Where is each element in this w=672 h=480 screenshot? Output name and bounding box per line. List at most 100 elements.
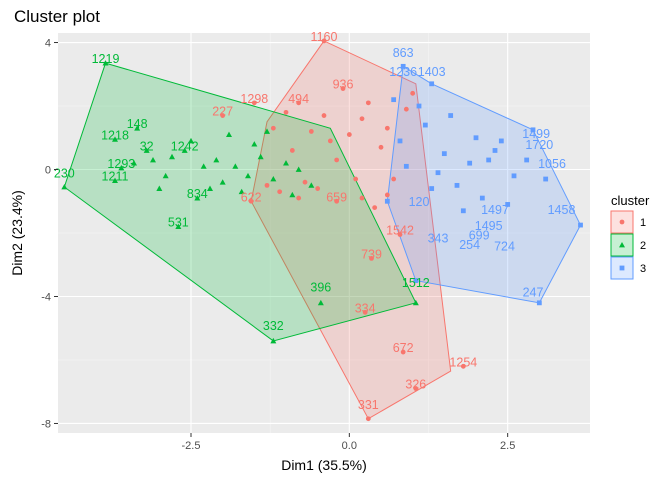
cluster-2-point-label: 1219 — [92, 52, 120, 66]
cluster-1-point — [296, 195, 302, 201]
legend-title: cluster — [611, 193, 650, 208]
y-tick-label: 4 — [45, 38, 51, 50]
cluster-3-point-label: 254 — [459, 238, 480, 252]
cluster-1-point — [334, 198, 340, 204]
cluster-1-point-label: 494 — [288, 92, 309, 106]
cluster-1-point — [308, 129, 314, 134]
cluster-3-point — [467, 160, 473, 166]
cluster-2-point-label: 332 — [263, 319, 284, 333]
cluster-2-point — [143, 147, 150, 153]
cluster-1-point-label: 1254 — [449, 355, 477, 369]
cluster-3-point-label: 1720 — [525, 138, 553, 152]
cluster-2-point — [194, 195, 201, 201]
cluster-3-point — [524, 157, 530, 163]
cluster-3-point — [403, 163, 409, 169]
cluster-2-point — [188, 137, 194, 144]
cluster-1-point — [384, 125, 390, 131]
chart-title: Cluster plot — [14, 7, 100, 26]
cluster-2-point — [251, 141, 258, 147]
cluster-3-point — [416, 103, 422, 109]
cluster-3-point — [460, 208, 466, 214]
cluster-1-point — [372, 205, 378, 211]
cluster-1-point-label: 739 — [361, 247, 382, 261]
cluster-3-point-label: 120 — [409, 195, 430, 209]
cluster-3-point — [435, 170, 441, 176]
cluster-2-point — [102, 60, 109, 66]
cluster-2-point — [213, 156, 220, 163]
cluster-1-point — [346, 132, 352, 137]
y-tick-label: -8 — [41, 418, 51, 430]
cluster-1-point — [362, 309, 368, 315]
cluster-2-point — [118, 164, 125, 171]
cluster-2-point — [308, 182, 315, 188]
y-axis-ticks: 4 0 -4 -8 — [41, 38, 58, 430]
cluster-2-point — [162, 172, 169, 179]
cluster-1-point-label: 672 — [393, 341, 414, 355]
cluster-2-point-label: 1242 — [171, 139, 199, 153]
cluster-1-point — [296, 100, 302, 106]
cluster-1-point-label: 1160 — [311, 30, 338, 44]
cluster-2-point-label: 1512 — [402, 276, 430, 290]
cluster-2-point — [270, 176, 277, 182]
cluster-2-point — [200, 163, 207, 169]
cluster-3-point — [454, 182, 460, 188]
cluster-1-point — [384, 192, 390, 198]
cluster-1-point — [378, 144, 384, 150]
cluster-2-point — [150, 156, 156, 163]
cluster-2-point-label: 531 — [168, 216, 189, 230]
cluster-1-point — [340, 86, 346, 91]
cluster-2-point — [207, 185, 213, 191]
x-tick-label: -2.5 — [182, 440, 201, 452]
cluster-1-point-label: 326 — [405, 378, 426, 392]
cluster-1-point — [248, 198, 254, 204]
cluster-3-point — [448, 113, 454, 118]
cluster-1-point — [270, 125, 276, 131]
cluster-3-point — [498, 138, 504, 144]
cluster-1-point — [397, 232, 403, 237]
cluster-3-hull — [386, 65, 582, 304]
cluster-2-point-label: 1293 — [107, 157, 135, 171]
cluster-1-point — [277, 189, 283, 195]
y-tick-label: 0 — [45, 165, 51, 177]
cluster-hulls — [63, 40, 582, 420]
cluster-3-point-label: 1403 — [418, 65, 446, 79]
cluster-2-point — [219, 179, 226, 185]
cluster-2-point — [112, 136, 118, 142]
cluster-2-point — [283, 160, 289, 166]
x-tick-label: 0.0 — [342, 440, 357, 452]
cluster-3-point — [429, 186, 435, 191]
cluster-2-point — [257, 153, 264, 160]
legend-label-1: 1 — [640, 217, 646, 229]
cluster-1-point — [353, 176, 359, 182]
cluster-3-point-label: 1495 — [475, 219, 503, 233]
cluster-2-point-label: 396 — [310, 281, 331, 295]
cluster-3-point — [530, 127, 536, 133]
cluster-3-point — [429, 81, 435, 87]
cluster-1-point-label: 227 — [212, 105, 233, 119]
cluster-3-point — [578, 222, 583, 228]
cluster-2-point — [134, 125, 141, 131]
y-axis-title: Dim2 (23.4%) — [9, 190, 25, 276]
cluster-2-point — [295, 166, 302, 172]
cluster-2-point — [169, 153, 175, 160]
legend-marker-1 — [619, 219, 625, 225]
cluster-1-point — [365, 416, 371, 422]
cluster-2-point-label: 1218 — [101, 128, 129, 142]
cluster-1-point — [283, 109, 289, 115]
cluster-1-point-label: 622 — [241, 190, 262, 204]
cluster-2-hull — [63, 62, 417, 342]
cluster-3-point-label: 343 — [428, 232, 449, 246]
cluster-1-point-label: 1298 — [240, 92, 268, 106]
cluster-3-point — [486, 157, 492, 163]
cluster-1-point — [321, 38, 327, 44]
legend-marker-2 — [619, 242, 625, 248]
cluster-2-point-label: 1211 — [102, 170, 129, 184]
cluster-1-point-label: 331 — [358, 398, 379, 412]
cluster-3-point — [479, 195, 485, 201]
cluster-3-point-label: 1056 — [538, 157, 566, 171]
cluster-2-point — [412, 299, 419, 306]
cluster-2-point — [289, 191, 296, 198]
cluster-1-point — [359, 116, 365, 122]
cluster-3-point — [536, 300, 542, 306]
x-tick-label: 2.5 — [500, 440, 515, 452]
